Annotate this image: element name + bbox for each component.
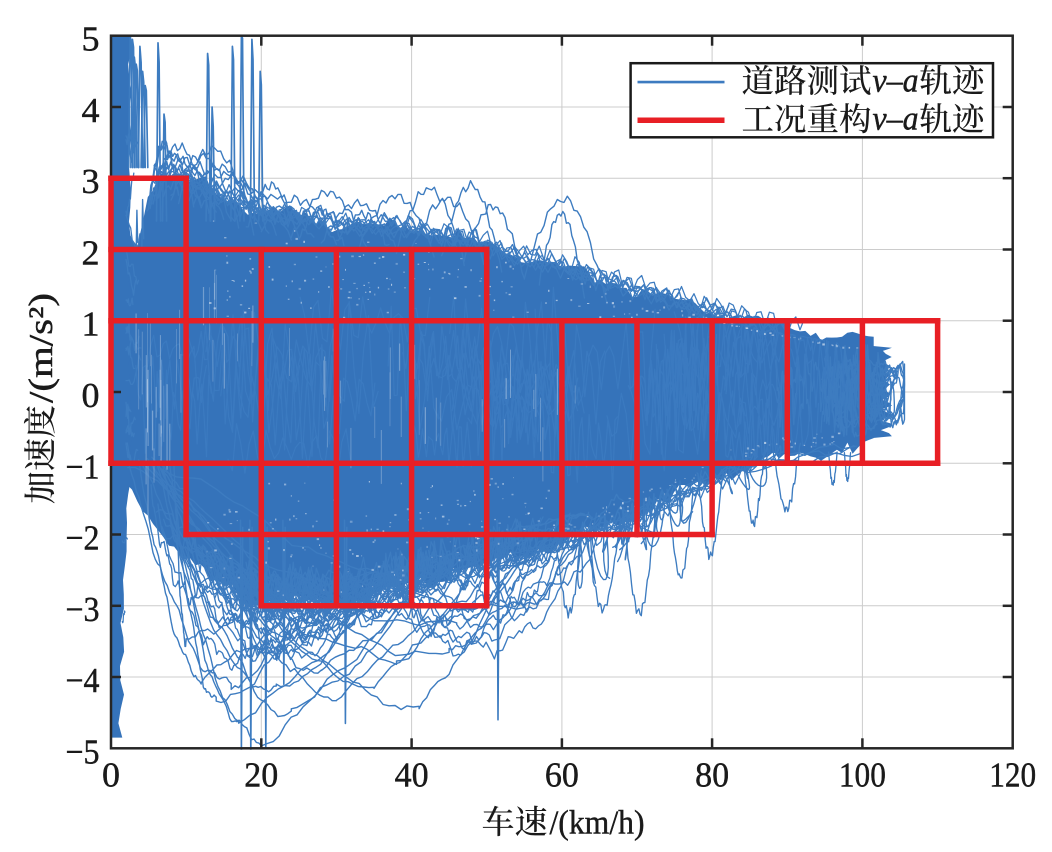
svg-text:−3: −3 bbox=[66, 590, 100, 629]
svg-text:0: 0 bbox=[82, 376, 100, 415]
svg-text:80: 80 bbox=[695, 756, 729, 795]
svg-text:/(m/s²): /(m/s²) bbox=[23, 293, 60, 403]
svg-text:v–a: v–a bbox=[873, 62, 919, 99]
svg-text:60: 60 bbox=[545, 756, 579, 795]
svg-text:0: 0 bbox=[102, 756, 120, 795]
svg-text:v–a: v–a bbox=[873, 101, 919, 138]
svg-text:40: 40 bbox=[395, 756, 429, 795]
svg-text:−4: −4 bbox=[66, 661, 100, 700]
svg-text:−5: −5 bbox=[66, 732, 100, 771]
svg-text:100: 100 bbox=[839, 756, 886, 795]
svg-text:4: 4 bbox=[82, 91, 100, 130]
svg-text:20: 20 bbox=[244, 756, 278, 795]
svg-text:/(km/h): /(km/h) bbox=[550, 805, 645, 842]
svg-text:5: 5 bbox=[82, 20, 100, 59]
svg-text:3: 3 bbox=[82, 162, 100, 201]
svg-text:−1: −1 bbox=[66, 447, 100, 486]
svg-text:−2: −2 bbox=[66, 519, 100, 558]
svg-text:120: 120 bbox=[989, 756, 1036, 795]
svg-text:1: 1 bbox=[82, 305, 100, 344]
svg-text:2: 2 bbox=[82, 234, 100, 273]
